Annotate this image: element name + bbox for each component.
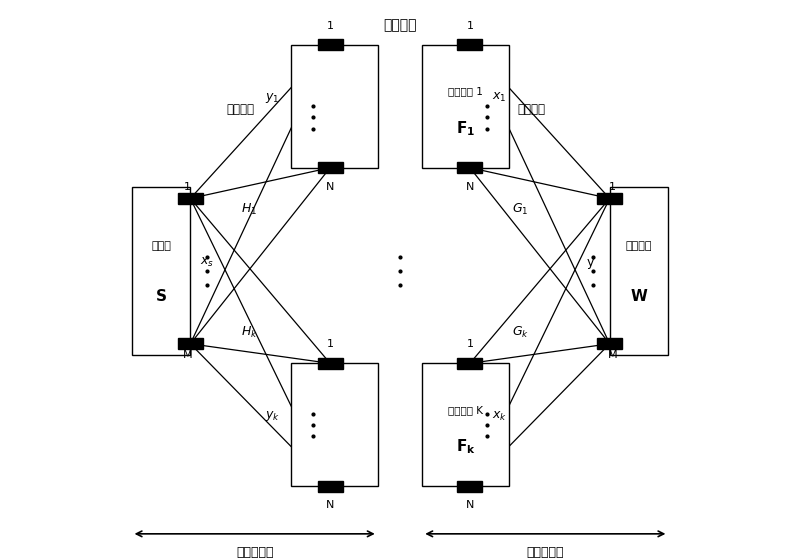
Text: N: N: [326, 182, 334, 192]
Bar: [178, 338, 203, 349]
Bar: [458, 39, 482, 50]
Text: N: N: [466, 500, 474, 510]
Text: 源节点: 源节点: [151, 241, 171, 251]
Bar: [178, 193, 203, 204]
Text: 第一个时隙: 第一个时隙: [236, 546, 274, 559]
Text: $x_1$: $x_1$: [492, 91, 506, 105]
Bar: [597, 193, 622, 204]
Text: $G_1$: $G_1$: [512, 202, 528, 217]
Bar: [458, 358, 482, 369]
Text: M: M: [182, 350, 192, 361]
Bar: [318, 162, 342, 173]
Text: $\mathbf{F_k}$: $\mathbf{F_k}$: [456, 438, 476, 456]
Bar: [318, 358, 342, 369]
Text: 中继节点 1: 中继节点 1: [448, 87, 483, 97]
Text: $G_k$: $G_k$: [512, 325, 529, 340]
Bar: [291, 45, 378, 168]
Bar: [610, 187, 668, 355]
Text: 1: 1: [609, 182, 616, 192]
Bar: [318, 481, 342, 492]
Text: N: N: [326, 500, 334, 510]
Bar: [422, 363, 509, 486]
Text: $\mathbf{W}$: $\mathbf{W}$: [630, 288, 648, 304]
Text: 后向信道: 后向信道: [226, 102, 254, 116]
Text: 中继节点: 中继节点: [383, 18, 417, 32]
Text: $\mathbf{S}$: $\mathbf{S}$: [155, 288, 167, 304]
Text: $H_k$: $H_k$: [241, 325, 258, 340]
Bar: [132, 187, 190, 355]
Text: $\mathbf{F_1}$: $\mathbf{F_1}$: [456, 119, 475, 138]
Text: 1: 1: [326, 21, 334, 31]
Bar: [291, 363, 378, 486]
Text: 前向信道: 前向信道: [518, 102, 546, 116]
Bar: [458, 481, 482, 492]
Text: N: N: [466, 182, 474, 192]
Text: $y_1$: $y_1$: [266, 91, 280, 105]
Text: 1: 1: [466, 339, 474, 349]
Text: 1: 1: [466, 21, 474, 31]
Text: $y_k$: $y_k$: [265, 409, 280, 424]
Text: 1: 1: [326, 339, 334, 349]
Text: y: y: [586, 256, 594, 269]
Text: 1: 1: [184, 182, 191, 192]
Text: $x_s$: $x_s$: [200, 256, 214, 269]
Text: M: M: [608, 350, 618, 361]
Text: 目的节点: 目的节点: [626, 241, 652, 251]
Bar: [318, 39, 342, 50]
Bar: [458, 162, 482, 173]
Text: 第二个时隙: 第二个时隙: [526, 546, 564, 559]
Bar: [422, 45, 509, 168]
Text: $H_1$: $H_1$: [241, 202, 257, 217]
Text: 中继节点 K: 中继节点 K: [448, 405, 483, 415]
Bar: [597, 338, 622, 349]
Text: $x_k$: $x_k$: [492, 410, 507, 423]
